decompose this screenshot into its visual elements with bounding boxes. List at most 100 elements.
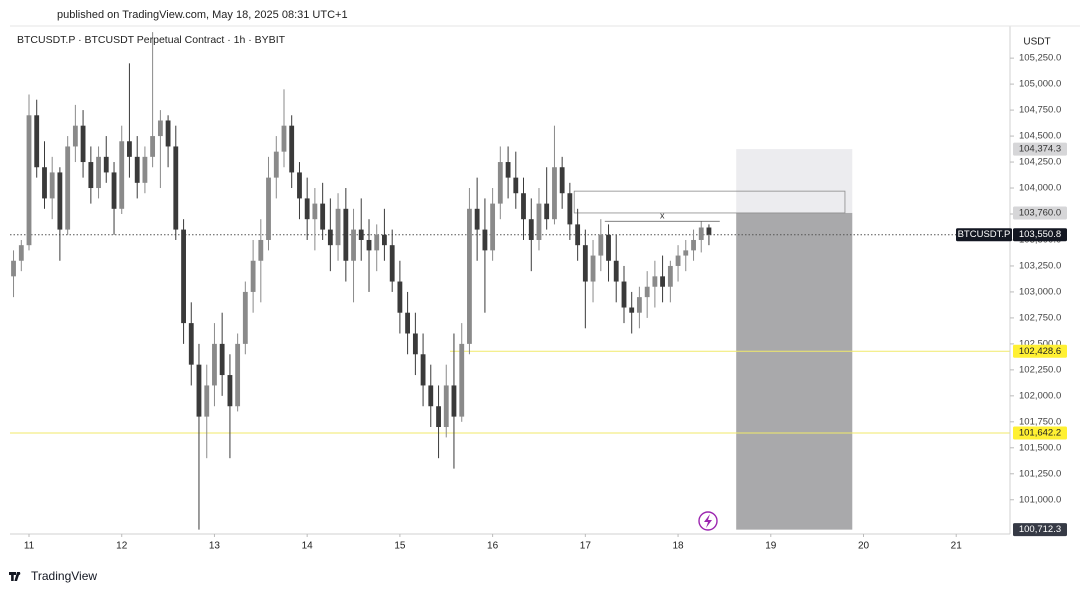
plot-area: [10, 32, 1010, 530]
candle-body: [381, 234, 387, 246]
y-tick-label: 104,000.0: [1019, 183, 1061, 194]
candle-body: [103, 156, 109, 173]
candle-body: [335, 208, 341, 246]
candle-body: [258, 239, 264, 261]
candle-body: [652, 276, 658, 287]
candle-body: [451, 385, 457, 417]
y-tick-label: 101,250.0: [1019, 468, 1061, 479]
y-tick-label: 101,000.0: [1019, 494, 1061, 505]
candle-body: [196, 364, 202, 417]
candle-body: [683, 250, 689, 256]
price-label-box: [1013, 344, 1067, 358]
candle-body: [474, 208, 480, 230]
candle-body: [88, 162, 94, 189]
candle-body: [582, 245, 588, 282]
candle-body: [327, 229, 333, 246]
candle-body: [320, 203, 326, 230]
candle-body: [567, 193, 573, 225]
symbol-label-box: [956, 228, 1012, 242]
candle-body: [111, 172, 117, 209]
candle-body: [96, 156, 101, 189]
x-tick-label: 11: [24, 541, 35, 552]
candle-body: [227, 375, 233, 407]
candle-body: [304, 198, 310, 220]
candle-body: [706, 227, 712, 235]
candle-body: [552, 167, 557, 220]
candle-body: [544, 203, 550, 220]
candle-body: [204, 385, 210, 417]
candle-body: [72, 125, 78, 147]
candle-body: [590, 255, 596, 282]
y-tick-label: 104,750.0: [1019, 105, 1061, 116]
candle-body: [629, 307, 635, 313]
candle-body: [119, 141, 125, 209]
candle-body: [142, 156, 148, 183]
candle-body: [165, 120, 171, 147]
candle-body: [559, 167, 565, 194]
candle-body: [358, 229, 364, 240]
x-tick-label: 13: [209, 541, 221, 552]
y-tick-label: 104,500.0: [1019, 131, 1061, 142]
y-tick-label: 103,000.0: [1019, 286, 1061, 297]
x-tick-label: 17: [580, 541, 592, 552]
candle-body: [242, 291, 248, 344]
x-tick-label: 15: [394, 541, 406, 552]
candle-body: [281, 125, 287, 152]
candle-body: [443, 385, 449, 428]
price-label: 100,712.3: [1019, 524, 1061, 535]
candle-body: [157, 120, 163, 137]
candle-body: [698, 227, 704, 240]
candle-body: [691, 239, 696, 251]
x-tick-label: 18: [672, 541, 684, 552]
y-tick-label: 105,250.0: [1019, 53, 1061, 64]
candle-body: [575, 224, 581, 246]
candle-body: [235, 343, 241, 407]
candle-body: [606, 234, 611, 261]
candle-body: [521, 193, 526, 220]
candle-body: [366, 239, 372, 251]
y-tick-label: 102,750.0: [1019, 312, 1061, 323]
candle-body: [188, 323, 194, 365]
candle-body: [459, 343, 465, 417]
x-tick-label: 21: [951, 541, 963, 552]
candle-body: [636, 297, 642, 313]
candle-body: [436, 406, 441, 428]
candle-body: [297, 172, 302, 199]
candle-body: [675, 255, 681, 266]
y-tick-label: 103,250.0: [1019, 260, 1061, 271]
price-label-box: [1013, 142, 1067, 156]
zone: [736, 149, 853, 213]
candle-body: [42, 167, 47, 199]
currency-label: USDT: [1023, 37, 1050, 48]
price-label: 101,642.2: [1019, 428, 1061, 439]
candle-body: [57, 172, 63, 230]
candle-body: [397, 281, 403, 313]
candle-body: [467, 208, 472, 344]
candle-body: [428, 385, 434, 407]
x-tick-label: 19: [765, 541, 777, 552]
candle-body: [150, 136, 156, 157]
x-tick-label: 20: [858, 541, 870, 552]
candle-body: [134, 156, 140, 183]
candle-body: [34, 115, 40, 168]
candle-body: [212, 343, 217, 386]
price-label-box: [1013, 206, 1067, 220]
symbol-label: BTCUSDT.P: [958, 229, 1011, 240]
candle-body: [127, 141, 132, 157]
candle-body: [389, 245, 395, 282]
candle-body: [374, 234, 380, 251]
candle-body: [181, 229, 186, 324]
candle-body: [26, 115, 32, 246]
tradingview-logo: [9, 572, 21, 581]
candle-body: [343, 208, 349, 261]
published-note: published on TradingView.com, May 18, 20…: [57, 9, 348, 21]
candle-body: [660, 276, 665, 287]
x-tick-label: 16: [487, 541, 499, 552]
candle-body: [405, 312, 411, 334]
candle-body: [621, 281, 627, 308]
candle-body: [420, 354, 426, 386]
candle-body: [505, 162, 511, 178]
y-tick-label: 101,750.0: [1019, 416, 1061, 427]
